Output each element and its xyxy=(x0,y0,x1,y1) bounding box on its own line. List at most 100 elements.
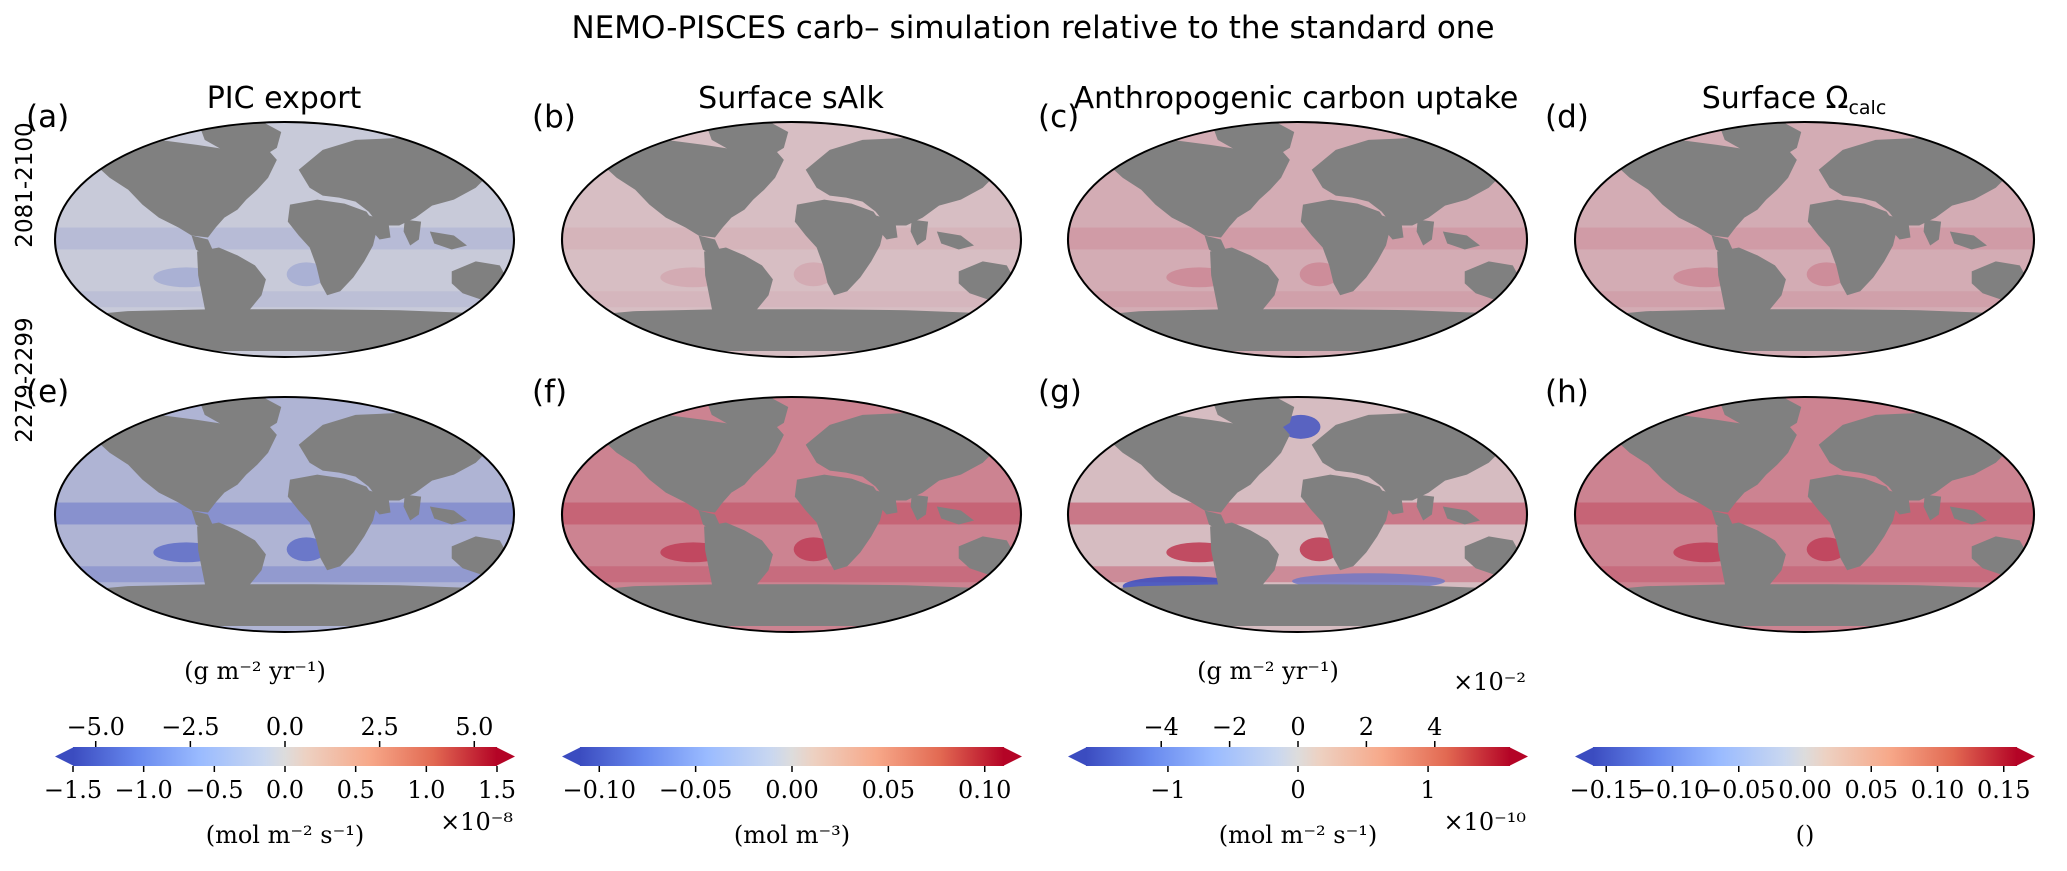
southern-band xyxy=(561,566,1021,583)
upwelling-hotspot xyxy=(793,262,834,287)
equatorial-band xyxy=(1068,227,1528,250)
bottom-tick-label: −1.5 xyxy=(44,776,102,804)
equatorial-band xyxy=(561,227,1021,250)
top-tick-label: 5.0 xyxy=(455,713,493,741)
upwelling-hotspot xyxy=(286,262,327,287)
map-outline xyxy=(560,121,1023,358)
bottom-tick-label: 1.0 xyxy=(407,776,445,804)
colorbar-body xyxy=(580,747,1004,766)
panel-label-a: (a) xyxy=(26,99,69,135)
map-panel-b xyxy=(560,121,1023,358)
bottom-unit: (mol m⁻³) xyxy=(734,821,850,849)
upwelling-hotspot xyxy=(1806,262,1847,287)
map-panel-c xyxy=(1066,121,1529,358)
map-outline xyxy=(1066,396,1529,633)
bottom-tick-label: 0.10 xyxy=(1911,776,1964,804)
map-outline xyxy=(1066,121,1529,358)
upwelling-hotspot xyxy=(286,537,327,562)
top-tick-label: −4 xyxy=(1144,713,1179,741)
equatorial-band xyxy=(561,502,1021,525)
top-exponent: ×10⁻² xyxy=(1453,668,1526,696)
bottom-exponent: ×10⁻⁸ xyxy=(440,808,513,836)
panel-label-h: (h) xyxy=(1545,374,1589,410)
top-unit: (g m⁻² yr⁻¹) xyxy=(1197,657,1339,685)
top-tick-label: 0 xyxy=(1290,713,1305,741)
colorbar-min-arrow xyxy=(562,747,581,766)
colorbars: −1.5 −1.0 −0.5 0.0 0.5 1.0 1.5 (mol m⁻² s⁻¹) ×10… xyxy=(44,657,2035,849)
north-atlantic-decrease xyxy=(1281,414,1321,439)
bottom-tick-label: −0.10 xyxy=(1636,776,1710,804)
bottom-tick-label: −0.5 xyxy=(185,776,243,804)
panel-label-f: (f) xyxy=(532,374,567,410)
bottom-tick-label: 0.00 xyxy=(1778,776,1831,804)
map-panel-d xyxy=(1573,121,2036,358)
top-tick-label: −2 xyxy=(1212,713,1247,741)
top-tick-label: −2.5 xyxy=(161,713,219,741)
bottom-tick-label: 1 xyxy=(1420,776,1435,804)
panel-label-b: (b) xyxy=(532,99,576,135)
bottom-exponent: ×10⁻¹⁰ xyxy=(1443,808,1526,836)
map-panel-f xyxy=(560,396,1023,633)
colorbar-max-arrow xyxy=(496,747,515,766)
southern-band xyxy=(54,566,514,583)
map-outline xyxy=(53,396,516,633)
map-panels xyxy=(53,121,2036,633)
colorbar-body xyxy=(1593,747,2017,766)
colorbar-body xyxy=(73,747,497,766)
map-outline xyxy=(560,396,1023,633)
equatorial-band xyxy=(1574,227,2034,250)
figure-title: NEMO-PISCES carb– simulation relative to… xyxy=(571,10,1494,46)
southern-band xyxy=(1574,566,2034,583)
bottom-unit: (mol m⁻² s⁻¹) xyxy=(1219,821,1378,849)
col-title-surface-omega: Surface Ωcalc xyxy=(1702,81,1887,119)
col-title-pic-export: PIC export xyxy=(207,81,362,116)
colorbar-min-arrow xyxy=(1575,747,1594,766)
bottom-unit: (mol m⁻² s⁻¹) xyxy=(206,821,365,849)
col-title-surface-salk: Surface sAlk xyxy=(698,81,884,116)
map-panel-a xyxy=(53,121,516,358)
colorbar-max-arrow xyxy=(1509,747,1528,766)
equatorial-band xyxy=(54,227,514,250)
bottom-tick-label: 1.5 xyxy=(478,776,516,804)
map-outline xyxy=(53,121,516,358)
bottom-tick-label: 0.5 xyxy=(337,776,375,804)
bottom-tick-label: 0.05 xyxy=(1845,776,1898,804)
map-panel-e xyxy=(53,396,516,633)
col-title-anthropogenic-carbon: Anthropogenic carbon uptake xyxy=(1074,81,1519,116)
bottom-tick-label: −0.05 xyxy=(1702,776,1776,804)
colorbar-max-arrow xyxy=(1003,747,1022,766)
upwelling-hotspot xyxy=(1806,537,1847,562)
colorbar-body xyxy=(1086,747,1510,766)
top-unit: (g m⁻² yr⁻¹) xyxy=(184,657,326,685)
equatorial-band xyxy=(54,502,514,525)
top-tick-label: 4 xyxy=(1427,713,1442,741)
colorbar-min-arrow xyxy=(55,747,74,766)
southern-band xyxy=(561,291,1021,308)
bottom-tick-label: 0.15 xyxy=(1977,776,2030,804)
colorbar-anthc: −1 0 1 (mol m⁻² s⁻¹) ×10⁻¹⁰ −4 −2 0 2 4 (g m⁻² yr⁻… xyxy=(1068,657,1528,849)
bottom-tick-label: 0.10 xyxy=(958,776,1011,804)
southern-band xyxy=(1574,291,2034,308)
map-outline xyxy=(1573,396,2036,633)
southern-band xyxy=(1068,291,1528,308)
equatorial-band xyxy=(1574,502,2034,525)
top-tick-label: 2.5 xyxy=(361,713,399,741)
southern-band xyxy=(54,291,514,308)
bottom-tick-label: −0.15 xyxy=(1569,776,1643,804)
map-panel-g xyxy=(1066,396,1529,633)
panel-label-e: (e) xyxy=(26,374,69,410)
row-label-2081-2100: 2081-2100 xyxy=(12,122,38,247)
colorbar-salk: −0.10 −0.05 0.00 0.05 0.10 (mol m⁻³) xyxy=(562,747,1022,849)
colorbar-max-arrow xyxy=(2016,747,2035,766)
bottom-tick-label: −1.0 xyxy=(115,776,173,804)
top-tick-label: 2 xyxy=(1359,713,1374,741)
panel-label-c: (c) xyxy=(1038,99,1079,135)
map-outline xyxy=(1573,121,2036,358)
bottom-tick-label: 0.05 xyxy=(862,776,915,804)
top-tick-label: 0.0 xyxy=(266,713,304,741)
colorbar-pic: −1.5 −1.0 −0.5 0.0 0.5 1.0 1.5 (mol m⁻² s⁻¹) ×10… xyxy=(44,657,516,849)
panel-label-d: (d) xyxy=(1545,99,1589,135)
bottom-tick-label: 0.00 xyxy=(765,776,818,804)
bottom-tick-label: 0.0 xyxy=(266,776,304,804)
row-label-2279-2299: 2279-2299 xyxy=(12,317,38,442)
